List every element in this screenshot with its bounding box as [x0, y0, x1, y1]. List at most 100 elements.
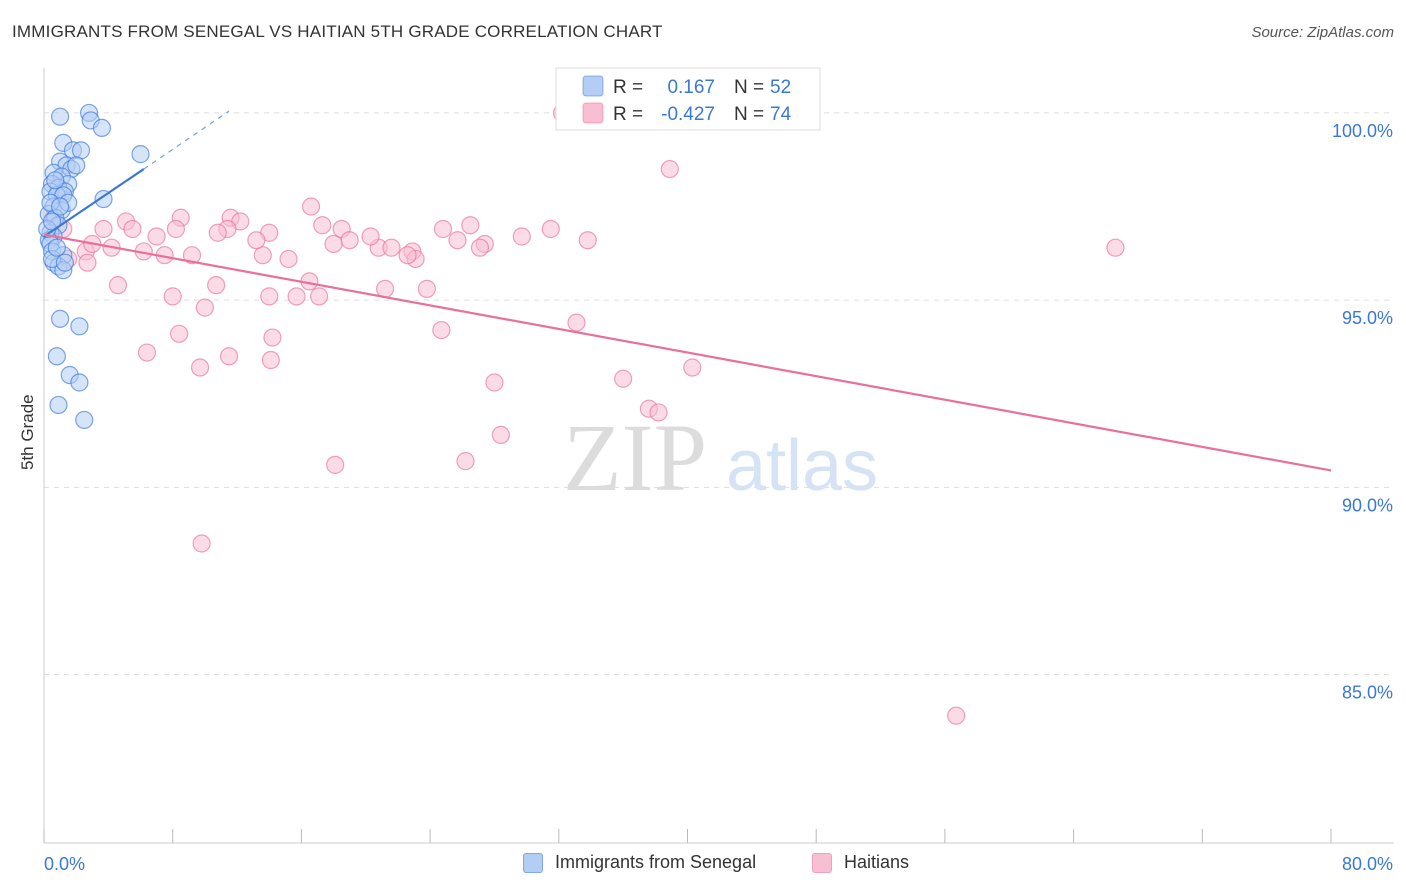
point-haitians: [261, 350, 280, 370]
point-haitians: [324, 234, 343, 254]
point-haitians: [326, 455, 345, 474]
point-haitians: [448, 231, 467, 250]
point-haitians: [1106, 238, 1125, 257]
point-haitians: [301, 197, 321, 216]
point-haitians: [485, 373, 504, 392]
point-haitians: [947, 706, 966, 725]
point-senegal: [50, 309, 70, 328]
point-senegal: [50, 197, 70, 216]
x-tick-label-min: 0.0%: [44, 854, 85, 874]
point-haitians: [578, 231, 597, 250]
point-haitians: [182, 246, 202, 265]
point-haitians: [340, 231, 359, 250]
point-haitians: [433, 219, 453, 239]
point-haitians: [147, 227, 166, 246]
trend-line-senegal: [43, 168, 145, 238]
legend-r-label-haitians: R =: [613, 104, 643, 125]
bottom-legend-item-haitians: Haitians: [812, 852, 909, 873]
trend-line-senegal-extension: [143, 110, 230, 170]
legend-r-label-senegal: R =: [613, 77, 643, 98]
point-haitians: [108, 276, 128, 295]
point-haitians: [375, 279, 395, 298]
bottom-legend-item-senegal: Immigrants from Senegal: [523, 852, 756, 873]
chart-title: IMMIGRANTS FROM SENEGAL VS HAITIAN 5TH G…: [12, 22, 663, 41]
point-haitians: [123, 219, 142, 239]
point-haitians: [195, 298, 214, 317]
point-haitians: [287, 287, 306, 306]
tick-labels: 85.0% 90.0% 95.0% 100.0% 0.0% 80.0%: [44, 121, 1393, 874]
legend-swatch-haitians: [582, 102, 604, 124]
point-haitians: [166, 219, 186, 239]
point-haitians: [456, 452, 475, 471]
point-haitians: [208, 223, 227, 242]
point-haitians: [263, 328, 282, 347]
point-haitians: [313, 216, 332, 235]
watermark: ZIP atlas: [563, 404, 878, 511]
trend-line-haitians: [43, 233, 1332, 472]
point-haitians: [219, 347, 239, 366]
point-haitians: [660, 159, 679, 179]
point-haitians: [398, 246, 417, 265]
series-haitians: [44, 103, 1125, 725]
point-haitians: [361, 227, 380, 246]
point-senegal: [55, 253, 75, 272]
point-haitians: [163, 287, 182, 306]
point-haitians: [461, 216, 480, 235]
bottom-legend-swatch-senegal: [523, 852, 543, 873]
point-senegal: [94, 189, 113, 209]
legend-r-value-haitians: -0.427: [661, 104, 715, 125]
point-haitians: [78, 253, 97, 272]
point-haitians: [170, 324, 189, 343]
watermark-atlas: atlas: [726, 426, 878, 506]
trend-lines: [43, 110, 1332, 472]
point-senegal: [70, 373, 89, 392]
bottom-legend-label-senegal: Immigrants from Senegal: [555, 852, 757, 872]
point-haitians: [253, 246, 272, 265]
legend-n-value-senegal: 52: [770, 77, 791, 98]
watermark-zip: ZIP: [563, 404, 707, 511]
bottom-legend: Immigrants from Senegal Haitians: [0, 852, 1406, 878]
point-haitians: [491, 425, 510, 445]
axes: [43, 68, 1394, 844]
series-senegal: [38, 103, 150, 430]
legend-n-value-haitians: 74: [770, 104, 792, 125]
y-tick-label: 85.0%: [1342, 683, 1393, 703]
point-haitians: [190, 358, 210, 377]
point-haitians: [649, 403, 668, 422]
legend: R = 0.167 N = 52 R = -0.427 N = 74: [555, 67, 821, 131]
point-haitians: [567, 313, 586, 332]
point-senegal: [75, 410, 94, 430]
legend-n-label-haitians: N =: [734, 104, 764, 125]
point-haitians: [247, 231, 266, 250]
gridlines: [44, 112, 1394, 676]
y-tick-label: 100.0%: [1332, 121, 1393, 141]
point-haitians: [137, 343, 157, 362]
legend-r-value-senegal: 0.167: [667, 77, 715, 98]
y-tick-label: 90.0%: [1342, 495, 1393, 515]
point-senegal: [47, 347, 66, 366]
point-senegal: [49, 395, 68, 415]
point-haitians: [309, 287, 329, 306]
point-haitians: [382, 238, 401, 257]
point-senegal: [131, 145, 150, 164]
point-haitians: [260, 287, 279, 306]
point-senegal: [46, 171, 65, 190]
point-haitians: [207, 276, 226, 295]
point-haitians: [432, 320, 451, 340]
source-credit: Source: ZipAtlas.com: [1251, 24, 1394, 41]
point-haitians: [614, 369, 633, 388]
bottom-legend-label-haitians: Haitians: [844, 852, 910, 872]
point-senegal: [47, 238, 66, 257]
point-haitians: [541, 219, 560, 239]
legend-swatch-senegal: [582, 75, 604, 97]
point-haitians: [512, 227, 531, 246]
point-senegal: [67, 156, 86, 175]
point-senegal: [70, 317, 89, 336]
y-tick-label: 95.0%: [1342, 308, 1393, 328]
bottom-legend-swatch-haitians: [812, 852, 832, 873]
point-haitians: [279, 249, 298, 269]
point-senegal: [50, 107, 70, 126]
point-senegal: [92, 118, 112, 138]
legend-n-label-senegal: N =: [734, 77, 764, 98]
